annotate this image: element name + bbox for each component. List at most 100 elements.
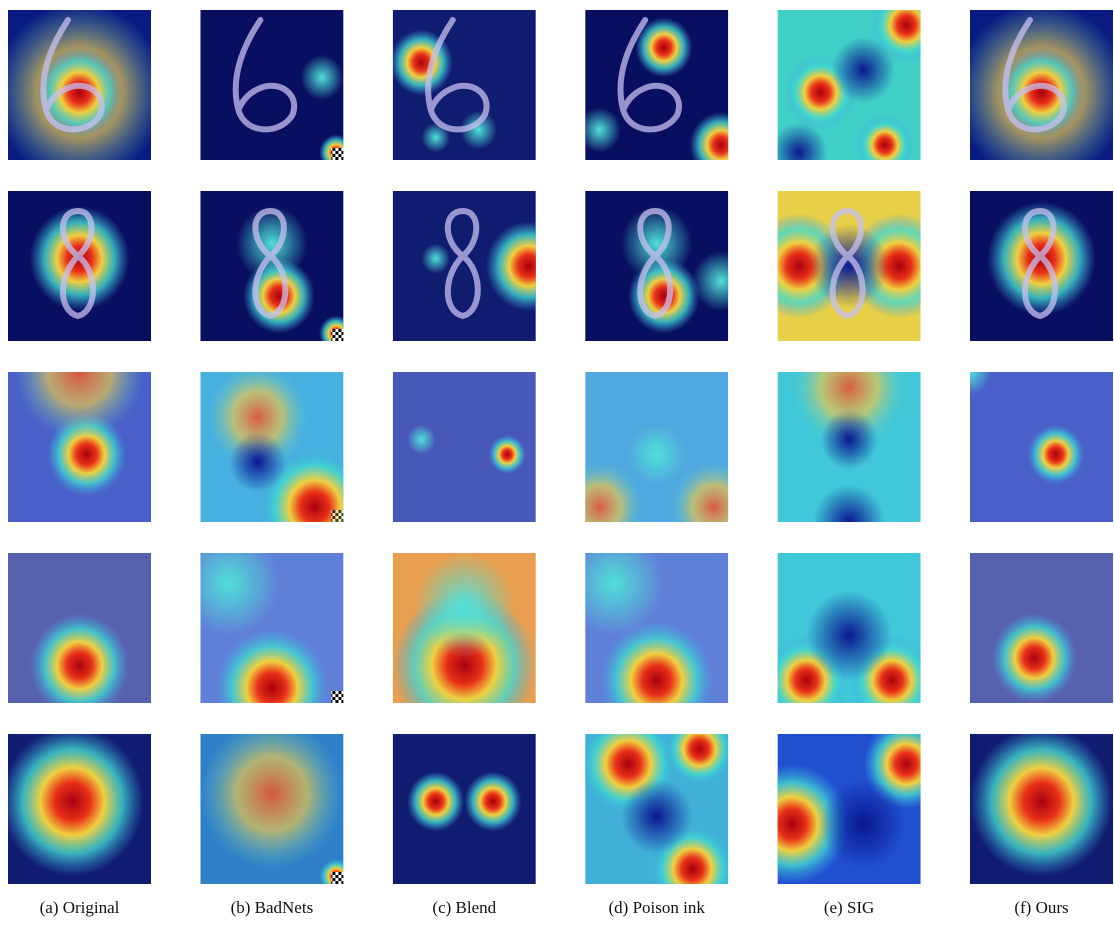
heatmap-image xyxy=(970,553,1113,703)
heat-blob xyxy=(200,719,343,869)
image-content xyxy=(585,191,749,341)
captions: (a) Original(b) BadNets(c) Blend(d) Pois… xyxy=(40,898,1069,917)
heat-blob xyxy=(832,37,895,103)
image-content xyxy=(200,719,353,895)
heat-blob xyxy=(970,727,1113,877)
heat-blob xyxy=(1027,425,1084,485)
heatmap-image xyxy=(8,191,151,341)
heat-blob xyxy=(692,251,749,311)
image-content xyxy=(179,531,343,749)
column-caption: (c) Blend xyxy=(432,898,496,917)
heat-blob xyxy=(421,244,450,274)
image-content xyxy=(393,191,572,341)
heatmap-image xyxy=(1,727,151,885)
heatmap-image xyxy=(578,712,735,915)
trigger-patch xyxy=(331,872,343,884)
heatmap-image xyxy=(970,727,1113,885)
image-content xyxy=(1,727,151,885)
heatmap-image xyxy=(970,191,1113,341)
heatmap-image xyxy=(578,10,752,178)
heat-blob xyxy=(621,779,693,854)
image-content xyxy=(393,372,536,522)
heat-blob xyxy=(407,772,464,832)
heat-blob xyxy=(29,613,129,718)
column-caption: (e) SIG xyxy=(824,898,875,917)
trigger-patch xyxy=(331,148,343,160)
image-content xyxy=(393,553,536,741)
image-content xyxy=(749,191,949,341)
heat-blob xyxy=(486,221,572,311)
heatmap-image xyxy=(200,365,372,568)
column-caption: (f) Ours xyxy=(1014,898,1068,917)
image-content xyxy=(949,350,1113,523)
image-content xyxy=(393,734,536,884)
trigger-patch xyxy=(331,691,343,703)
heat-blob xyxy=(407,425,436,455)
image-content xyxy=(735,719,950,884)
heatmap-image xyxy=(770,0,942,183)
heatmap-grid xyxy=(0,0,1114,914)
heatmap-image xyxy=(390,10,536,160)
image-content xyxy=(200,365,372,568)
heat-blob xyxy=(770,123,827,183)
image-content xyxy=(8,553,151,718)
heat-blob xyxy=(229,432,286,492)
figure: (a) Original(b) BadNets(c) Blend(d) Pois… xyxy=(0,0,1114,925)
image-content xyxy=(557,372,757,552)
heatmap-image xyxy=(179,531,343,749)
image-content xyxy=(0,3,165,183)
trigger-patch xyxy=(331,329,343,341)
heat-blob xyxy=(1,727,144,877)
heat-blob xyxy=(179,531,279,636)
heatmap-image xyxy=(393,191,572,341)
heatmap-image xyxy=(564,531,728,741)
image-content xyxy=(770,0,942,183)
heat-blob xyxy=(664,712,735,787)
heat-blob xyxy=(991,613,1077,703)
image-content xyxy=(200,191,353,352)
heat-blob xyxy=(856,115,913,175)
heat-blob xyxy=(464,772,521,832)
heatmap-image xyxy=(393,372,536,522)
heatmap-image xyxy=(735,719,950,884)
heatmap-image xyxy=(393,734,536,884)
heatmap-image xyxy=(763,553,935,726)
trigger-patch xyxy=(331,510,343,522)
image-content xyxy=(578,10,752,178)
image-content xyxy=(970,727,1113,885)
heatmap-image xyxy=(200,10,353,171)
heat-blob xyxy=(236,206,308,281)
heatmap-image xyxy=(200,191,353,352)
heatmap-image xyxy=(200,719,353,895)
heatmap-image xyxy=(557,372,757,552)
image-content xyxy=(956,3,1114,183)
heat-blob xyxy=(301,55,344,100)
image-content xyxy=(390,10,536,160)
image-content xyxy=(564,531,728,741)
image-content xyxy=(970,191,1113,341)
heat-blob xyxy=(578,108,621,153)
heat-blob xyxy=(621,206,693,281)
heatmap-image xyxy=(0,3,165,183)
image-content xyxy=(778,327,921,560)
heat-blob xyxy=(821,779,907,869)
image-content xyxy=(970,553,1113,703)
image-content xyxy=(578,712,735,915)
column-caption: (d) Poison ink xyxy=(609,898,706,917)
heat-blob xyxy=(690,112,753,178)
heat-blob xyxy=(600,621,714,741)
heat-blob xyxy=(628,425,685,485)
heatmap-image xyxy=(8,553,151,718)
heat-blob xyxy=(414,553,514,658)
heatmap-image xyxy=(585,191,749,341)
heatmap-image xyxy=(393,553,536,741)
heat-blob xyxy=(821,410,878,470)
heatmap-image xyxy=(949,350,1113,523)
heat-blob xyxy=(671,462,757,552)
image-content xyxy=(200,10,353,171)
heat-blob xyxy=(809,224,889,308)
heat-blob xyxy=(806,591,892,681)
heatmap-image xyxy=(956,3,1114,183)
image-content xyxy=(763,553,935,726)
heat-blob xyxy=(564,531,664,636)
